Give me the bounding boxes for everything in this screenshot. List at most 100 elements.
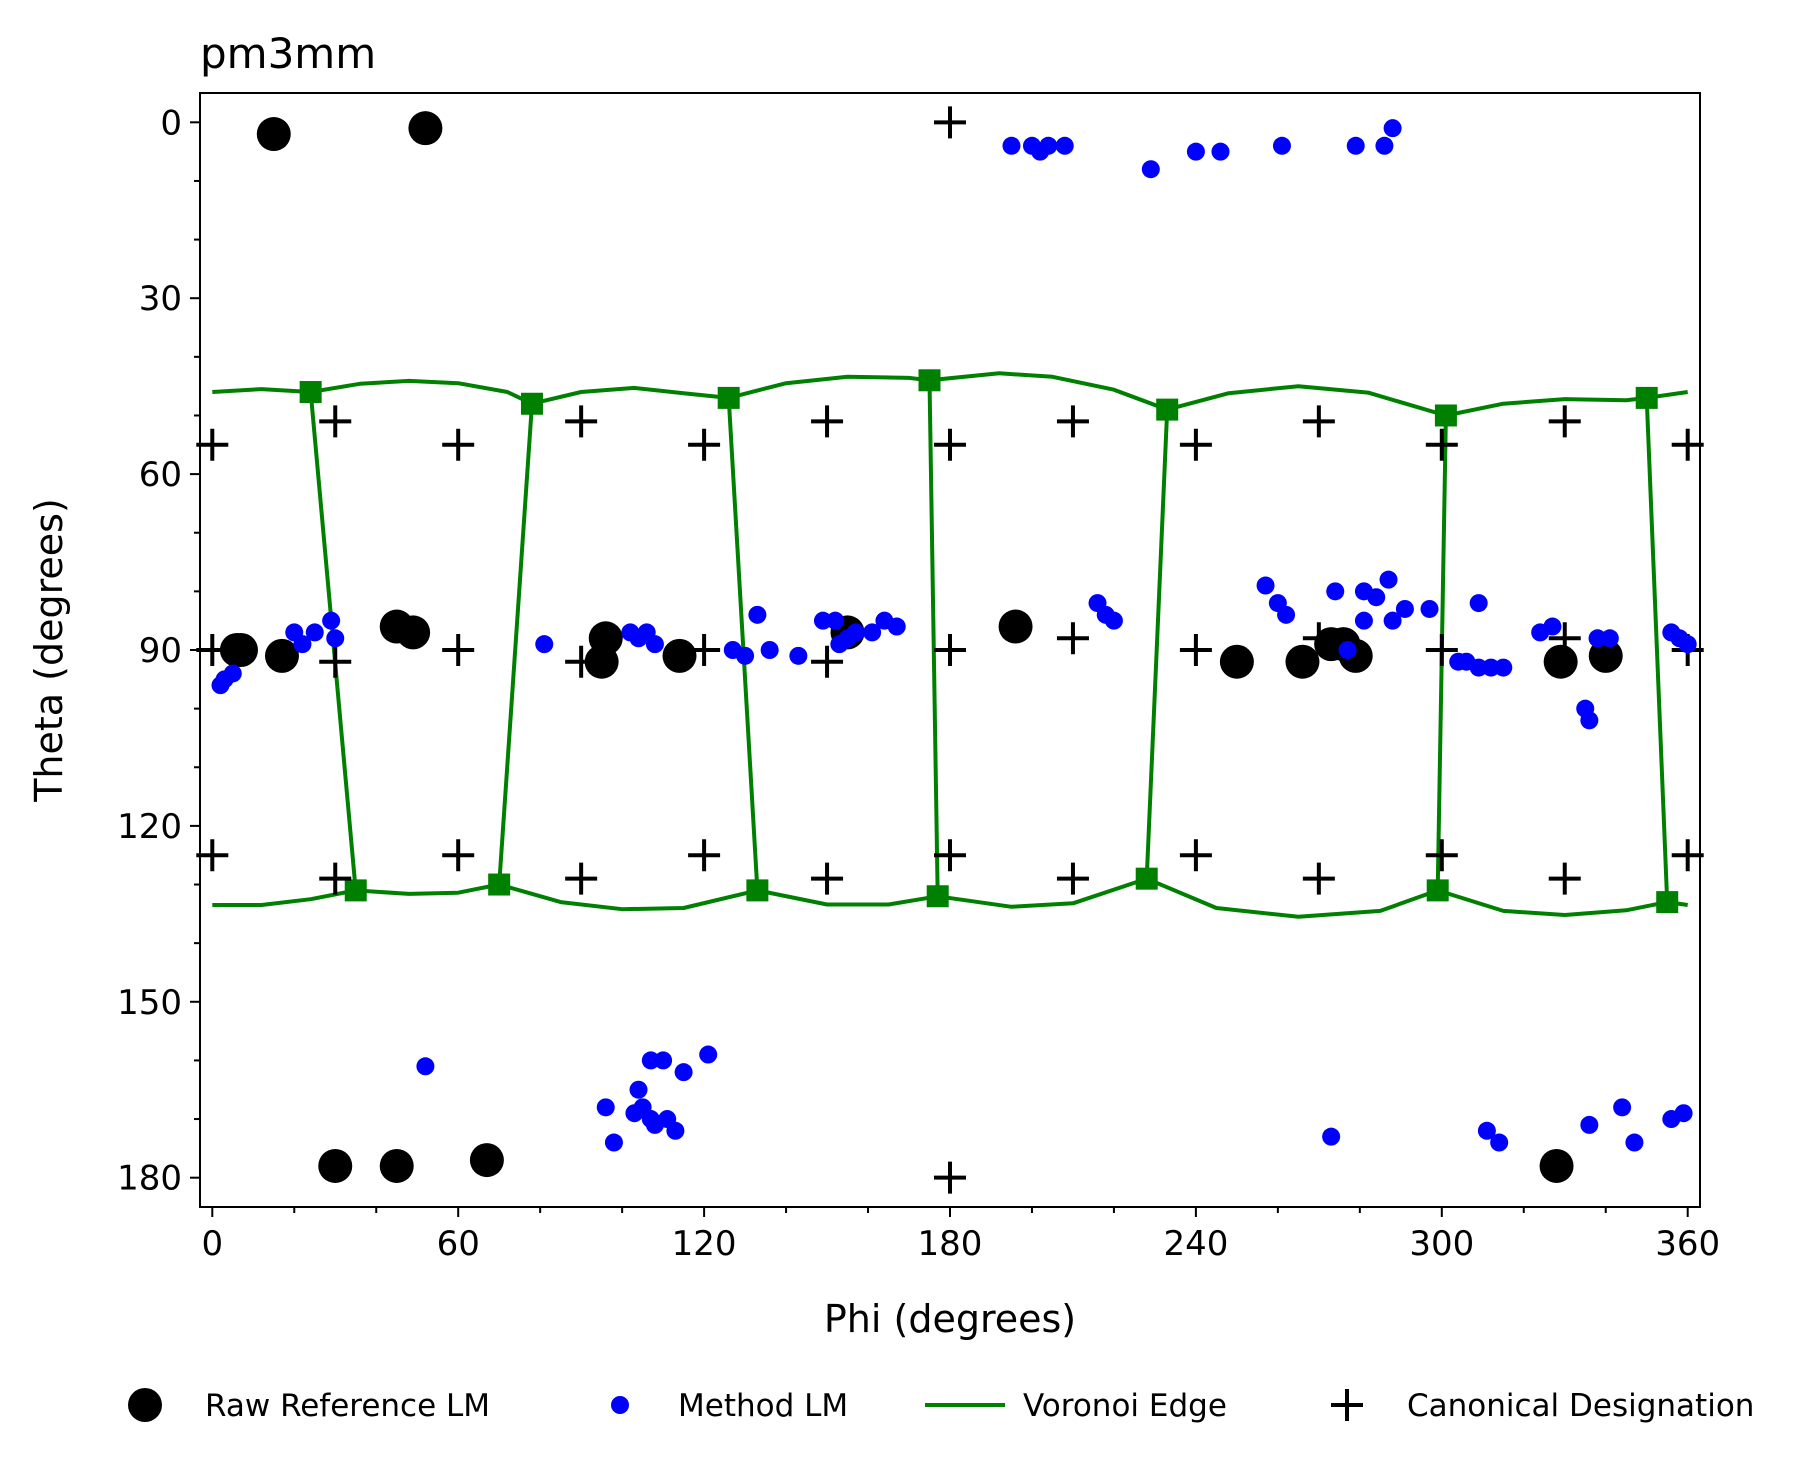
method-point — [1600, 629, 1619, 648]
raw-reference-point — [379, 1148, 414, 1183]
voronoi-vertex — [488, 873, 511, 896]
method-point — [1002, 136, 1021, 155]
canonical-point — [934, 428, 966, 461]
method-point — [863, 623, 882, 642]
method-point — [629, 1080, 648, 1099]
legend-raw-reference-marker — [128, 1388, 162, 1422]
raw-reference-point — [584, 644, 619, 679]
voronoi-vertex — [1434, 404, 1457, 427]
canonical-point — [1425, 428, 1458, 461]
method-point — [1346, 136, 1365, 155]
method-point — [666, 1121, 685, 1140]
x-tick-label: 60 — [437, 1224, 480, 1264]
y-axis: 0 30 60 90 120 150 180 — [117, 103, 200, 1199]
method-point — [1322, 1127, 1341, 1146]
canonical-point — [1671, 428, 1704, 461]
method-point — [1354, 611, 1373, 630]
method-point — [1104, 611, 1123, 630]
legend-label-0: Raw Reference LM — [205, 1388, 490, 1424]
method-point — [887, 617, 906, 636]
x-tick-label: 240 — [1163, 1224, 1228, 1264]
method-point — [322, 611, 341, 630]
y-tick-label: 60 — [139, 455, 182, 495]
method-point — [1580, 711, 1599, 730]
method-point — [654, 1051, 673, 1070]
raw-reference-point — [408, 111, 443, 146]
method-point — [760, 641, 779, 659]
method-point — [223, 664, 242, 683]
canonical-point — [1179, 839, 1212, 872]
canonical-point — [811, 862, 844, 895]
canonical-point — [934, 839, 966, 872]
method-point — [1481, 658, 1500, 677]
raw-reference-layer — [219, 111, 1623, 1183]
legend: Raw Reference LM Method LM Voronoi Edge Can… — [128, 1388, 1754, 1424]
method-point — [1420, 599, 1439, 618]
method-point — [1211, 142, 1230, 161]
raw-reference-point — [264, 638, 299, 673]
method-point — [1055, 136, 1074, 155]
method-point — [326, 629, 345, 648]
method-point — [813, 611, 832, 630]
voronoi-vertex — [299, 381, 322, 404]
method-point — [1543, 617, 1562, 636]
y-tick-label: 30 — [139, 279, 182, 319]
canonical-point — [811, 405, 844, 438]
method-point — [305, 623, 324, 642]
voronoi-vertex — [1156, 398, 1179, 421]
canonical-point — [1302, 862, 1335, 895]
method-point — [748, 605, 767, 624]
canonical-point — [442, 839, 475, 872]
raw-reference-point — [662, 638, 697, 673]
canonical-point — [1056, 862, 1089, 895]
voronoi-vertex — [746, 879, 769, 902]
y-tick-label: 150 — [117, 983, 182, 1023]
canonical-point — [196, 839, 229, 872]
method-point — [596, 1098, 615, 1117]
x-tick-label: 180 — [918, 1224, 983, 1264]
method-point — [699, 1045, 718, 1064]
voronoi-edge-2 — [726, 397, 760, 891]
canonical-layer — [196, 106, 1704, 1194]
voronoi-vertex — [1635, 386, 1658, 409]
voronoi-vertex — [344, 879, 367, 902]
canonical-point — [565, 405, 598, 438]
method-point — [1379, 570, 1398, 589]
canonical-point — [1056, 622, 1089, 655]
y-tick-label: 180 — [117, 1159, 182, 1199]
chart-title: pm3mm — [200, 29, 376, 78]
voronoi-edge-6 — [1644, 397, 1670, 903]
method-point — [604, 1133, 623, 1152]
method-point — [1272, 136, 1291, 155]
method-point — [1395, 599, 1414, 618]
canonical-point — [1548, 862, 1581, 895]
method-point — [789, 646, 808, 665]
raw-reference-point — [469, 1143, 504, 1178]
legend-canonical-marker — [1331, 1389, 1363, 1421]
canonical-point — [196, 428, 229, 461]
x-tick-label: 120 — [672, 1224, 737, 1264]
method-point — [293, 635, 312, 654]
canonical-point — [934, 1161, 966, 1194]
y-axis-label: Theta (degrees) — [27, 498, 71, 803]
method-point — [645, 635, 664, 654]
canonical-point — [934, 634, 966, 666]
raw-reference-point — [318, 1148, 353, 1183]
method-point — [1367, 588, 1386, 607]
canonical-point — [1056, 405, 1089, 438]
method-point — [846, 623, 865, 642]
raw-reference-point — [256, 117, 291, 152]
method-point — [1588, 629, 1607, 648]
raw-reference-point — [1588, 638, 1623, 673]
canonical-point — [1425, 839, 1458, 872]
raw-reference-point — [1219, 644, 1254, 679]
method-point — [1256, 576, 1275, 595]
method-point — [1469, 658, 1488, 677]
canonical-point — [1179, 634, 1212, 666]
canonical-point — [811, 645, 844, 678]
voronoi-vertex — [1135, 867, 1158, 890]
x-tick-label: 300 — [1409, 1224, 1474, 1264]
method-point — [736, 646, 755, 665]
method-point — [1375, 136, 1394, 155]
canonical-point — [319, 645, 352, 678]
